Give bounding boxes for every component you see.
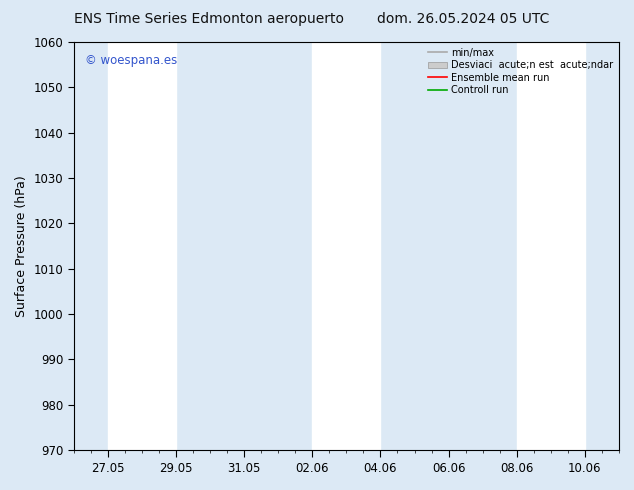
- Bar: [313, 42, 380, 450]
- Y-axis label: Surface Pressure (hPa): Surface Pressure (hPa): [15, 175, 28, 317]
- Legend: min/max, Desviaci  acute;n est  acute;ndar, Ensemble mean run, Controll run: min/max, Desviaci acute;n est acute;ndar…: [424, 44, 617, 99]
- Text: © woespana.es: © woespana.es: [84, 54, 177, 67]
- Text: ENS Time Series Edmonton aeropuerto: ENS Time Series Edmonton aeropuerto: [74, 12, 344, 26]
- Bar: [108, 42, 176, 450]
- Bar: [517, 42, 585, 450]
- Text: dom. 26.05.2024 05 UTC: dom. 26.05.2024 05 UTC: [377, 12, 549, 26]
